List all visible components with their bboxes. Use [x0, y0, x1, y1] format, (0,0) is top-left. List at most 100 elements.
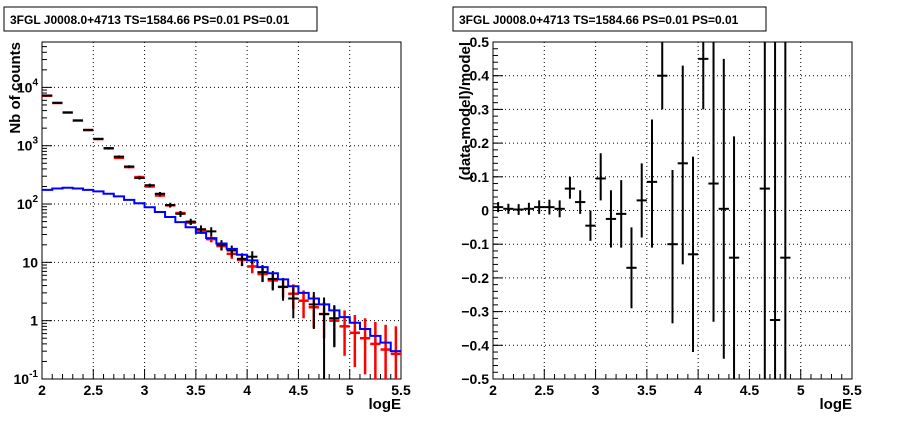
x-tick-label: 5.5 — [842, 382, 862, 398]
model-point — [359, 318, 371, 375]
counts-plot-frame — [41, 41, 402, 380]
x-tick-label: 5 — [797, 382, 805, 398]
data-point — [780, 42, 791, 379]
data-point — [206, 227, 217, 237]
x-tick-label: 3 — [141, 382, 149, 398]
data-point — [493, 202, 504, 213]
x-tick-label: 4.5 — [289, 382, 309, 398]
data-point — [769, 42, 781, 379]
data-point — [657, 42, 668, 110]
model-point — [390, 326, 401, 379]
residual-title-box — [452, 6, 767, 32]
model-point — [370, 321, 381, 379]
x-tick-label: 2 — [38, 382, 46, 398]
data-point — [759, 42, 770, 379]
y-tick-label: 102 — [17, 194, 39, 212]
data-point — [288, 287, 299, 319]
data-point — [113, 155, 125, 158]
y-tick-label: 1 — [30, 313, 38, 329]
residual-xlabel: logE — [820, 396, 853, 413]
x-tick-label: 2 — [489, 382, 497, 398]
data-point — [62, 111, 73, 114]
residual-ticks: 2 2.5 3 3.5 4 4.5 5 5.5 −0.5 −0.4 −0.3 −0.2 −0.1 0 0.1… — [461, 34, 862, 398]
x-tick-label: 4 — [243, 382, 251, 398]
y-tick-label: 0.2 — [470, 135, 490, 151]
data-point — [523, 202, 535, 215]
counts-ticks: 2 2.5 3 3.5 4 4.5 5 5.5 10-1 1 10 102 103 104 — [14, 41, 411, 398]
data-point — [687, 156, 699, 353]
data-point — [318, 297, 330, 379]
data-point — [247, 251, 258, 264]
model-point — [298, 290, 309, 319]
x-tick-label: 2.5 — [535, 382, 555, 398]
y-tick-label: 0.4 — [470, 68, 490, 84]
x-tick-label: 3.5 — [637, 382, 657, 398]
data-point — [72, 119, 84, 122]
data-point — [513, 204, 524, 215]
y-tick-label: 0.5 — [470, 34, 490, 50]
data-point — [667, 170, 678, 324]
data-point — [185, 218, 196, 225]
model-step-line — [42, 186, 401, 353]
residual-marks — [493, 42, 791, 379]
data-point — [646, 119, 658, 248]
y-tick-label: −0.4 — [461, 337, 489, 353]
x-tick-label: 3.5 — [186, 382, 206, 398]
data-point — [52, 101, 63, 104]
residual-ylabel: (data-model)/model — [457, 42, 474, 180]
y-tick-label: 104 — [17, 77, 39, 95]
data-point — [175, 210, 186, 217]
data-point — [626, 227, 637, 309]
data-point — [544, 199, 555, 215]
data-point — [154, 191, 166, 196]
data-point — [329, 305, 340, 348]
counts-ylabel: Nb of counts — [7, 42, 24, 134]
y-tick-label: −0.3 — [461, 304, 489, 320]
data-point — [216, 240, 227, 251]
data-point — [144, 183, 155, 187]
y-tick-label: 10 — [22, 254, 38, 270]
y-tick-label: −0.5 — [461, 371, 489, 387]
data-point — [226, 245, 237, 257]
data-point — [698, 42, 709, 110]
residual-panel: 3FGL J0008.0+4713 TS=1584.66 PS=0.01 PS=… — [452, 6, 862, 413]
data-point — [708, 42, 719, 322]
data-point — [93, 137, 104, 140]
data-point — [728, 136, 740, 379]
x-tick-label: 4.5 — [740, 382, 760, 398]
data-point — [595, 153, 606, 201]
counts-panel: 3FGL J0008.0+4713 TS=1584.66 PS=0.01 PS=… — [3, 6, 411, 413]
data-point — [534, 200, 545, 214]
data-point — [165, 202, 176, 208]
counts-title-box — [3, 6, 318, 32]
data-point — [616, 180, 627, 248]
data-point — [503, 203, 514, 214]
data-point — [103, 147, 114, 150]
y-tick-label: −0.1 — [461, 236, 489, 252]
x-tick-label: 5 — [346, 382, 354, 398]
data-point — [605, 190, 617, 248]
data-point — [564, 176, 576, 199]
data-point — [554, 200, 565, 218]
data-point — [677, 65, 688, 265]
data-point — [83, 128, 94, 131]
data-point — [718, 58, 729, 359]
data-point — [585, 210, 596, 241]
residual-grid — [493, 42, 852, 379]
y-tick-label: 0.3 — [470, 101, 490, 117]
counts-title: 3FGL J0008.0+4713 TS=1584.66 PS=0.01 PS=… — [10, 13, 290, 27]
x-tick-label: 4 — [694, 382, 702, 398]
model-point — [380, 324, 391, 379]
data-point — [124, 165, 135, 168]
data-point — [575, 190, 586, 214]
data-point — [636, 163, 647, 238]
counts-xlabel: logE — [369, 396, 402, 413]
data-point — [134, 176, 145, 180]
y-tick-label: 10-1 — [14, 369, 39, 387]
counts-marks — [42, 94, 401, 379]
y-tick-label: 0.1 — [470, 169, 490, 185]
x-tick-label: 2.5 — [84, 382, 104, 398]
x-tick-label: 3 — [592, 382, 600, 398]
residual-title: 3FGL J0008.0+4713 TS=1584.66 PS=0.01 PS=… — [459, 13, 739, 27]
